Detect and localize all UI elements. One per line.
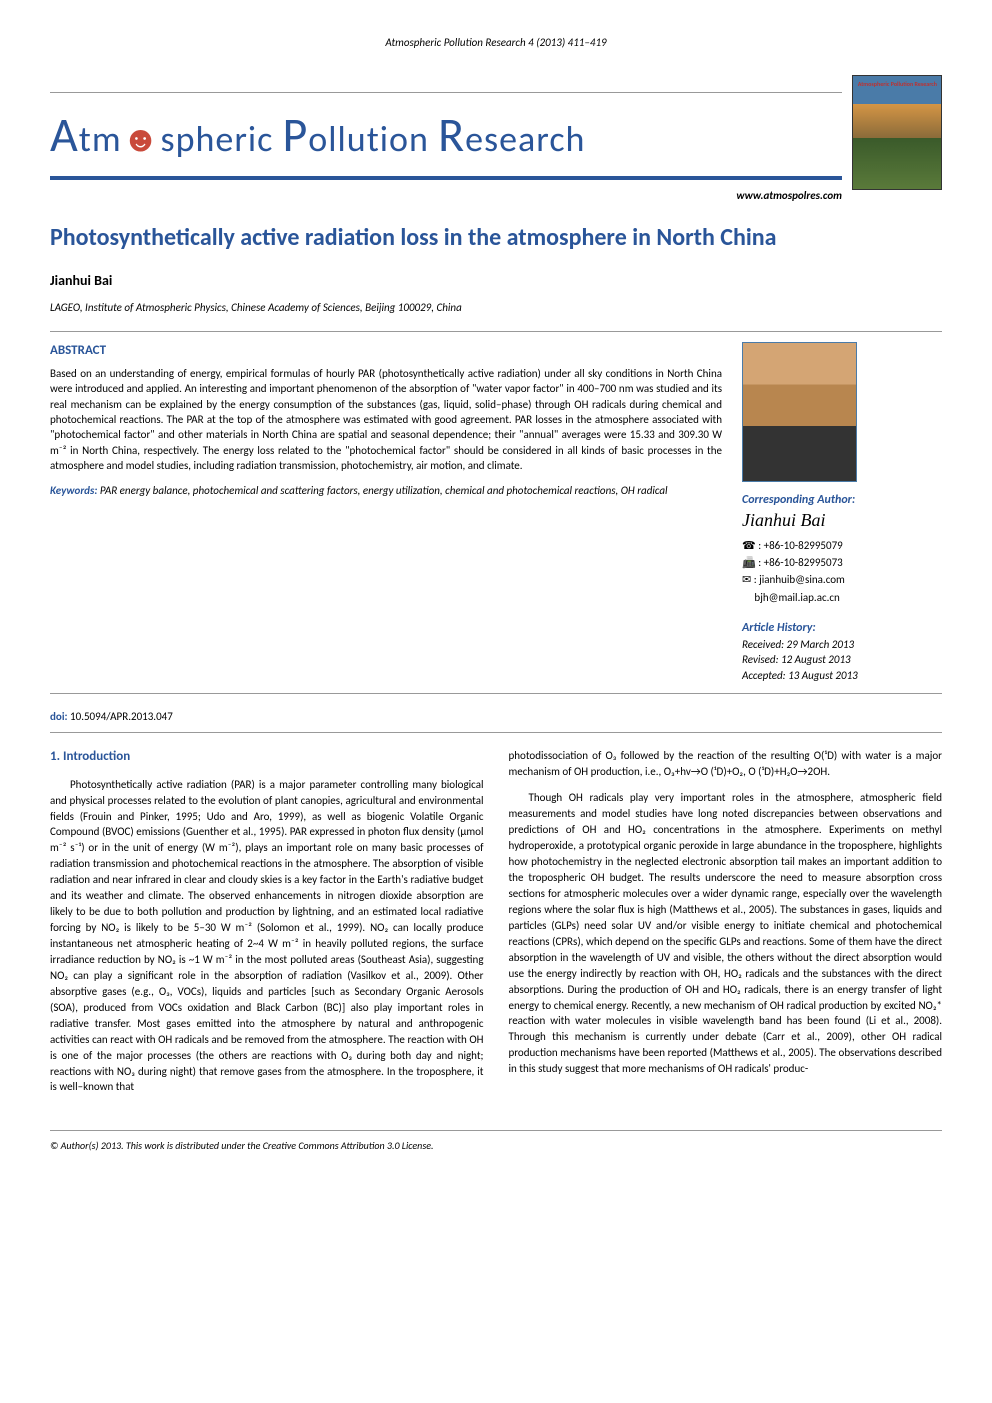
journal-title: Atm☻spheric Pollution Research (50, 101, 842, 168)
keywords-text: PAR energy balance, photochemical and sc… (100, 484, 668, 497)
keywords-line: Keywords: PAR energy balance, photochemi… (50, 483, 722, 498)
intro-p3: Though OH radicals play very important r… (509, 790, 943, 1077)
author-photo (742, 342, 857, 482)
email2-line: bjh@mail.iap.ac.cn (742, 590, 942, 605)
abstract-section: ABSTRACT Based on an understanding of en… (50, 331, 942, 695)
fax-text: : +86-10-82995073 (756, 556, 843, 569)
phone-icon: ☎ (742, 539, 756, 552)
abstract-heading: ABSTRACT (50, 342, 722, 360)
doi-label: doi: (50, 710, 70, 723)
tm: tm (79, 117, 122, 161)
cover-label: Atmospheric Pollution Research (857, 80, 937, 88)
email-text: : jianhuib@sina.com (751, 573, 845, 586)
intro-p1: Photosynthetically active radiation (PAR… (50, 777, 484, 1096)
cap-p: P (283, 105, 309, 164)
received-line: Received: 29 March 2013 (742, 637, 942, 652)
doi-value: 10.5094/APR.2013.047 (70, 710, 173, 723)
o-dot-icon: ☻ (122, 117, 161, 161)
esearch: esearch (465, 117, 585, 161)
cap-r: R (438, 105, 465, 164)
fax-line: 📠 : +86-10-82995073 (742, 555, 942, 570)
phone-line: ☎ : +86-10-82995079 (742, 538, 942, 553)
abstract-right: Corresponding Author: Jianhui Bai ☎ : +8… (742, 342, 942, 684)
fax-icon: 📠 (742, 556, 756, 569)
history-label: Article History: (742, 620, 942, 637)
revised-line: Revised: 12 August 2013 (742, 652, 942, 667)
intro-heading: 1. Introduction (50, 748, 484, 766)
paper-title: Photosynthetically active radiation loss… (50, 224, 942, 253)
intro-p2: photodissociation of O₃ followed by the … (509, 748, 943, 780)
accepted-line: Accepted: 13 August 2013 (742, 668, 942, 683)
email-line: ✉ : jianhuib@sina.com (742, 572, 942, 587)
journal-title-wrap: Atm☻spheric Pollution Research (50, 92, 842, 180)
ollution: ollution (308, 117, 438, 161)
left-column: 1. Introduction Photosynthetically activ… (50, 748, 484, 1105)
author-name: Jianhui Bai (50, 271, 942, 291)
phone-text: : +86-10-82995079 (756, 539, 843, 552)
right-column: photodissociation of O₃ followed by the … (509, 748, 943, 1105)
corresponding-name: Jianhui Bai (742, 508, 942, 533)
footer-license: © Author(s) 2013. This work is distribut… (50, 1130, 942, 1153)
doi-line: doi: 10.5094/APR.2013.047 (50, 709, 942, 733)
author-affiliation: LAGEO, Institute of Atmospheric Physics,… (50, 300, 942, 315)
keywords-label: Keywords: (50, 484, 100, 497)
abstract-text: Based on an understanding of energy, emp… (50, 366, 722, 474)
journal-cover-thumb: Atmospheric Pollution Research (852, 75, 942, 190)
body-columns: 1. Introduction Photosynthetically activ… (50, 748, 942, 1105)
website-url: www.atmospolres.com (50, 188, 942, 203)
corresponding-label: Corresponding Author: (742, 492, 942, 509)
running-header: Atmospheric Pollution Research 4 (2013) … (50, 35, 942, 50)
journal-header: Atm☻spheric Pollution Research Atmospher… (50, 75, 942, 180)
cap-a: A (50, 105, 79, 164)
spheric: spheric (161, 117, 283, 161)
abstract-left: ABSTRACT Based on an understanding of en… (50, 342, 722, 684)
email-icon: ✉ (742, 573, 751, 586)
